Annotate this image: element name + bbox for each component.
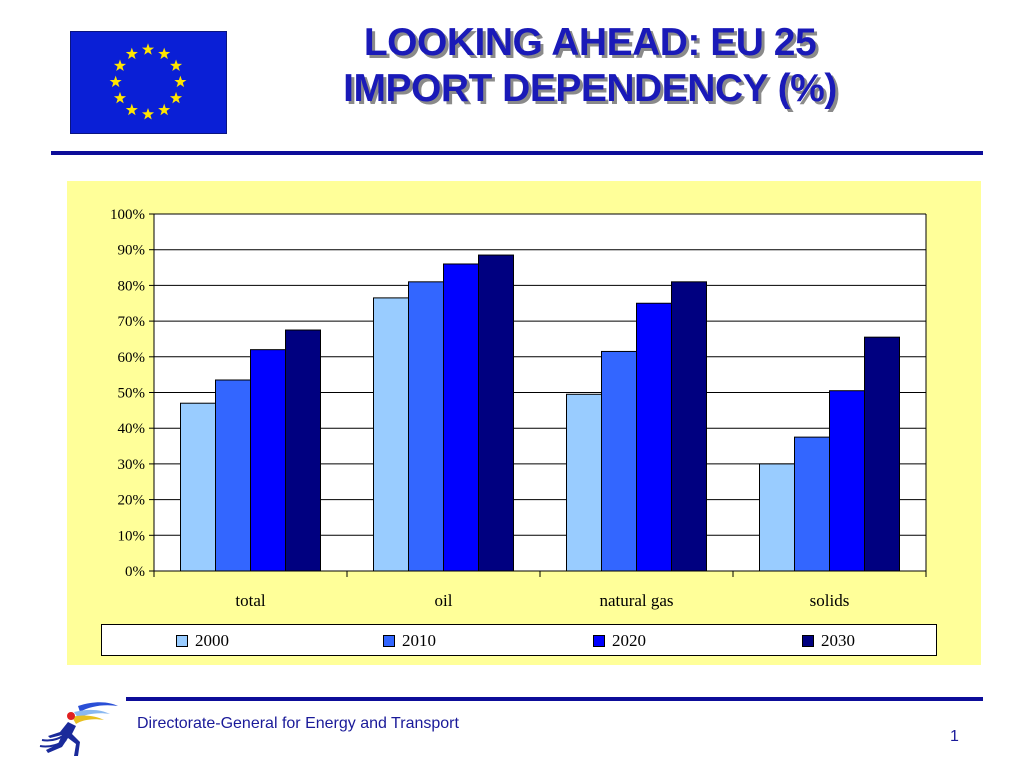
y-tick-label: 40% [118, 421, 146, 437]
bar-total-2000 [180, 402, 216, 572]
y-tick-label: 80% [118, 278, 146, 294]
y-tick-label: 0% [125, 564, 145, 580]
x-category-label: natural gas [599, 591, 673, 610]
dg-tren-logo-icon [39, 702, 118, 756]
bar-oil-2030 [478, 254, 514, 572]
legend-item-2000: 2000 [176, 631, 229, 651]
flag-star-icon [125, 47, 138, 60]
bar-solids-2000 [759, 463, 795, 572]
legend-label-2020: 2020 [612, 631, 646, 650]
flag-star-icon [174, 75, 187, 88]
eu-flag-stars [109, 43, 187, 120]
slide-title-line-1: LOOKING AHEAD: EU 25 [363, 21, 817, 64]
legend-item-2010: 2010 [383, 631, 436, 651]
y-tick-label: 50% [118, 386, 146, 402]
bar-total-2030 [285, 329, 321, 572]
legend-item-2020: 2020 [593, 631, 646, 651]
flag-star-icon [125, 103, 138, 116]
footer-text: Directorate-General for Energy and Trans… [137, 715, 459, 732]
slide-title-line-2: IMPORT DEPENDENCY (%) [343, 67, 837, 110]
bar-oil-2000 [373, 297, 409, 572]
bar-chart: 0% 10% 20% 30% 40% 50% 60% 70% 80% 90% 100% total oi… [110, 207, 927, 610]
y-tick-label: 60% [118, 350, 146, 366]
x-category-label: solids [810, 591, 850, 610]
flag-star-icon [141, 107, 155, 120]
y-tick-label: 10% [118, 528, 146, 544]
bar-oil-2010 [408, 281, 444, 572]
bar-natural-gas-2000 [566, 393, 602, 572]
legend-label-2030: 2030 [821, 631, 855, 650]
legend-item-2030: 2030 [802, 631, 855, 651]
eu-flag-icon [70, 31, 227, 134]
bar-solids-2020 [829, 390, 865, 572]
bar-oil-2020 [443, 263, 479, 572]
flag-star-icon [158, 103, 171, 116]
y-tick-label: 70% [118, 314, 146, 330]
flag-star-icon [169, 91, 183, 104]
y-tick-label: 30% [118, 457, 146, 473]
bar-solids-2010 [794, 436, 830, 572]
y-tick-label: 20% [118, 493, 146, 509]
bar-total-2020 [250, 349, 286, 572]
y-tick-label: 90% [118, 243, 146, 259]
flag-star-icon [158, 47, 171, 60]
bar-natural-gas-2020 [636, 302, 672, 572]
x-category-label: oil [435, 591, 453, 610]
bar-solids-2030 [864, 336, 900, 572]
flag-star-icon [169, 59, 183, 71]
chart-legend: 2000 2010 2020 2030 [101, 624, 937, 656]
slide-title: LOOKING AHEAD: EU 25 IMPORT DEPENDENCY (… [260, 20, 920, 112]
legend-swatch-2030 [802, 635, 814, 647]
bottom-divider [126, 697, 983, 701]
chart-panel: 0% 10% 20% 30% 40% 50% 60% 70% 80% 90% 100% total oi… [67, 181, 981, 665]
legend-label-2000: 2000 [195, 631, 229, 650]
flag-star-icon [113, 91, 127, 104]
flag-star-icon [141, 43, 155, 55]
legend-swatch-2020 [593, 635, 605, 647]
page-number: 1 [950, 728, 959, 745]
legend-swatch-2010 [383, 635, 395, 647]
x-category-label: total [235, 591, 265, 610]
legend-swatch-2000 [176, 635, 188, 647]
legend-label-2010: 2010 [402, 631, 436, 650]
bar-natural-gas-2010 [601, 350, 637, 572]
y-tick-label: 100% [110, 207, 145, 223]
bar-total-2010 [215, 379, 251, 572]
flag-star-icon [113, 59, 127, 71]
bar-natural-gas-2030 [671, 281, 707, 572]
flag-star-icon [109, 75, 122, 88]
top-divider [51, 151, 983, 155]
